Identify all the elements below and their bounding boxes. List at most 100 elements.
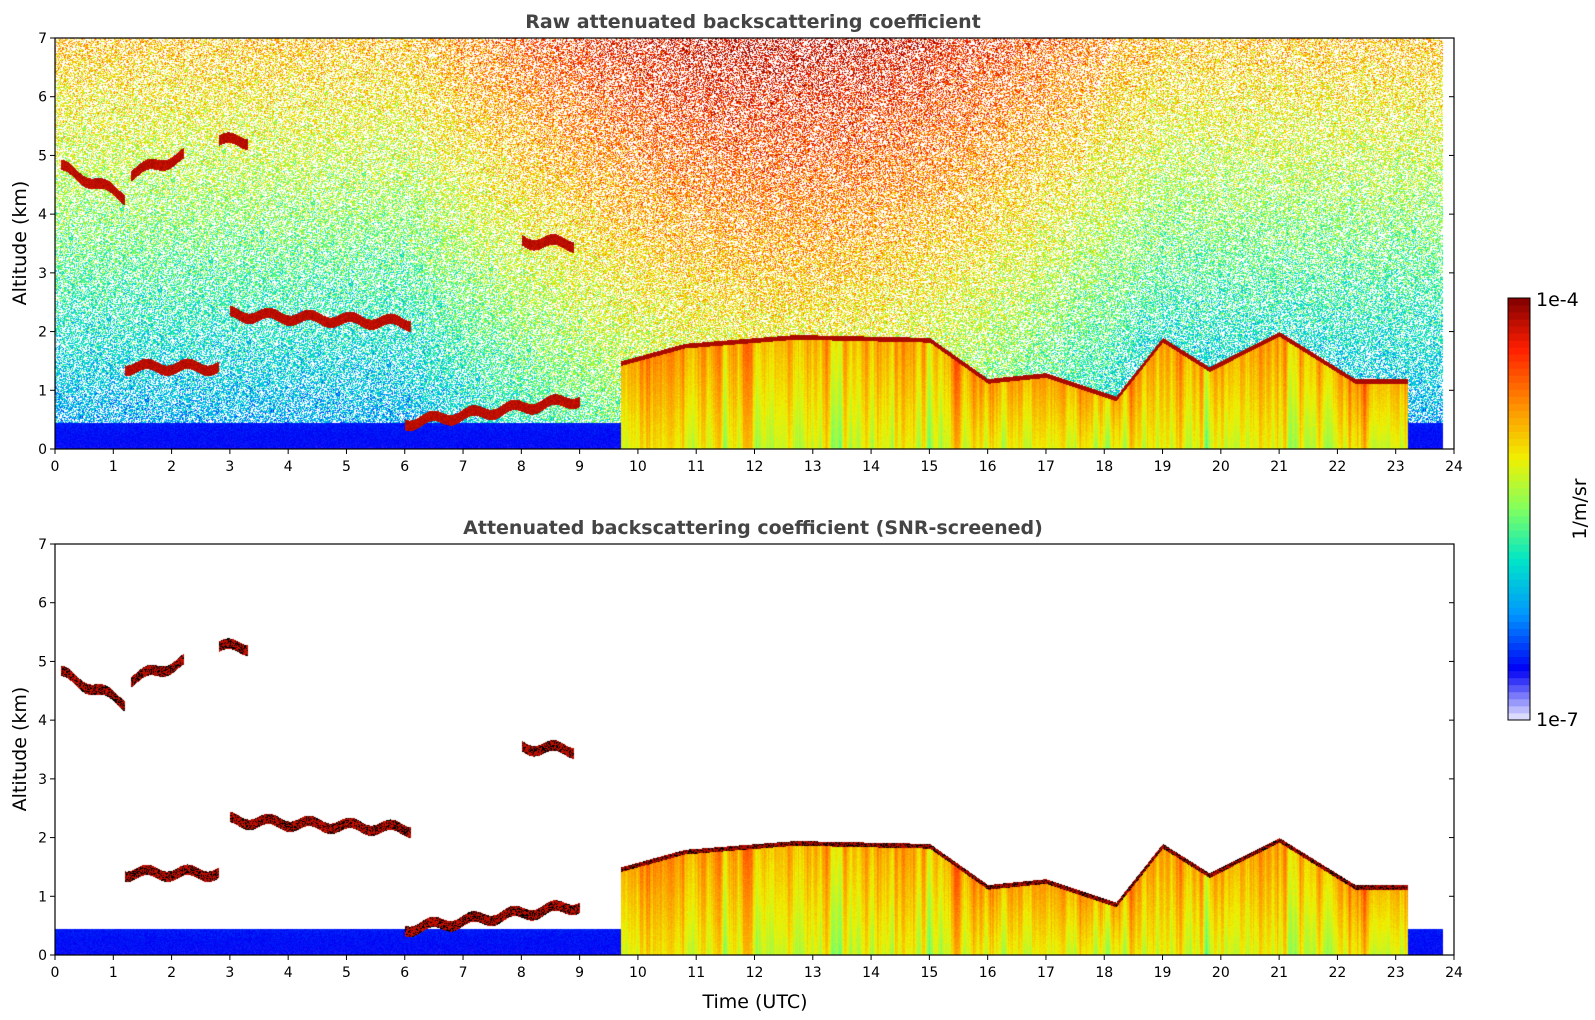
colorbar-step	[1508, 593, 1530, 601]
colorbar-step	[1508, 487, 1530, 496]
colorbar-step	[1508, 459, 1530, 468]
colorbar-frame	[1507, 297, 1531, 721]
colorbar-step	[1508, 698, 1530, 707]
x-tick-label: 23	[1387, 459, 1405, 475]
x-tick-label: 0	[51, 965, 60, 981]
colorbar-step	[1508, 424, 1530, 433]
colorbar-step	[1508, 572, 1530, 580]
colorbar-step	[1508, 670, 1530, 679]
y-tick-label: 3	[38, 772, 47, 788]
x-tick-label: 23	[1387, 965, 1405, 981]
colorbar-step	[1508, 501, 1530, 510]
x-tick-label: 7	[459, 459, 468, 475]
x-tick-label: 19	[1154, 459, 1172, 475]
colorbar-step	[1508, 431, 1530, 440]
x-tick-label: 5	[342, 459, 351, 475]
x-tick-label: 22	[1329, 965, 1347, 981]
x-tick-label: 19	[1154, 965, 1172, 981]
colorbar-step	[1508, 480, 1530, 489]
x-tick-label: 2	[167, 459, 176, 475]
x-tick-label: 8	[517, 459, 526, 475]
colorbar-step	[1508, 494, 1530, 503]
x-tick-label: 17	[1037, 965, 1055, 981]
x-tick-label: 21	[1270, 459, 1288, 475]
raw-y-axis-label: Altitude (km)	[9, 181, 31, 306]
colorbar-step	[1508, 607, 1530, 615]
colorbar-step	[1508, 375, 1530, 383]
raw-backscatter-heatmap	[55, 38, 1454, 449]
y-tick-label: 0	[38, 442, 47, 458]
y-tick-label: 1	[38, 889, 47, 905]
x-tick-label: 14	[862, 965, 880, 981]
x-tick-label: 3	[225, 965, 234, 981]
y-tick-label: 5	[38, 654, 47, 670]
y-tick-label: 4	[38, 207, 47, 223]
colorbar-step	[1508, 347, 1530, 355]
raw-panel-title: Raw attenuated backscattering coefficien…	[525, 11, 981, 33]
colorbar-step	[1508, 466, 1530, 475]
colorbar-step	[1508, 516, 1530, 524]
colorbar-step	[1508, 396, 1530, 404]
x-tick-label: 13	[804, 965, 822, 981]
x-tick-label: 21	[1270, 965, 1288, 981]
colorbar-step	[1508, 628, 1530, 636]
colorbar-step	[1508, 614, 1530, 622]
x-tick-label: 20	[1212, 965, 1230, 981]
x-tick-label: 11	[687, 965, 705, 981]
colorbar-step	[1508, 663, 1530, 672]
y-tick-label: 4	[38, 713, 47, 729]
x-tick-label: 11	[687, 459, 705, 475]
y-tick-label: 2	[38, 325, 47, 341]
x-tick-label: 15	[920, 459, 938, 475]
colorbar-unit-label: 1/m/sr	[1569, 478, 1591, 539]
y-tick-label: 5	[38, 148, 47, 164]
colorbar-step	[1508, 509, 1530, 517]
colorbar-step	[1508, 438, 1530, 447]
x-tick-label: 10	[629, 965, 647, 981]
x-tick-label: 12	[746, 965, 764, 981]
colorbar-step	[1508, 537, 1530, 545]
x-tick-label: 9	[575, 965, 584, 981]
x-tick-label: 14	[862, 459, 880, 475]
colorbar-step	[1508, 340, 1530, 348]
x-tick-label: 4	[284, 965, 293, 981]
x-tick-label: 0	[51, 459, 60, 475]
x-tick-label: 18	[1095, 965, 1113, 981]
colorbar-step	[1508, 712, 1530, 721]
y-tick-label: 7	[38, 31, 47, 47]
colorbar-step	[1508, 382, 1530, 390]
x-tick-label: 1	[109, 965, 118, 981]
raw-axis-ticks: 0 1 2 3 4 5 6 7 8 9 10 11 12 13 14 15 16 17 18 19 20 21 22 23 24…	[38, 31, 1463, 475]
y-tick-label: 1	[38, 383, 47, 399]
colorbar-steps	[1508, 298, 1530, 721]
colorbar-step	[1508, 389, 1530, 397]
colorbar-step	[1508, 354, 1530, 362]
colorbar-step	[1508, 621, 1530, 629]
colorbar-step	[1508, 600, 1530, 608]
colorbar-step	[1508, 361, 1530, 369]
colorbar-step	[1508, 656, 1530, 665]
colorbar-step	[1508, 649, 1530, 658]
colorbar-step	[1508, 565, 1530, 573]
x-tick-label: 16	[979, 459, 997, 475]
x-tick-label: 12	[746, 459, 764, 475]
x-tick-label: 16	[979, 965, 997, 981]
colorbar-step	[1508, 691, 1530, 700]
colorbar-step	[1508, 445, 1530, 454]
x-tick-label: 15	[920, 965, 938, 981]
x-tick-label: 1	[109, 459, 118, 475]
raw-backscatter-panel: Raw attenuated backscattering coefficien…	[9, 11, 1463, 475]
screened-y-axis-label: Altitude (km)	[9, 687, 31, 812]
colorbar-step	[1508, 410, 1530, 418]
colorbar-min-label: 1e-7	[1536, 709, 1579, 731]
x-tick-label: 24	[1445, 459, 1463, 475]
y-tick-label: 0	[38, 948, 47, 964]
colorbar-step	[1508, 319, 1530, 327]
snr-screened-panel: Attenuated backscattering coefficient (S…	[9, 517, 1463, 1013]
screened-backscatter-heatmap	[55, 544, 1454, 955]
colorbar-step	[1508, 368, 1530, 376]
x-tick-label: 24	[1445, 965, 1463, 981]
x-axis-label: Time (UTC)	[701, 991, 807, 1013]
colorbar-step	[1508, 305, 1530, 313]
